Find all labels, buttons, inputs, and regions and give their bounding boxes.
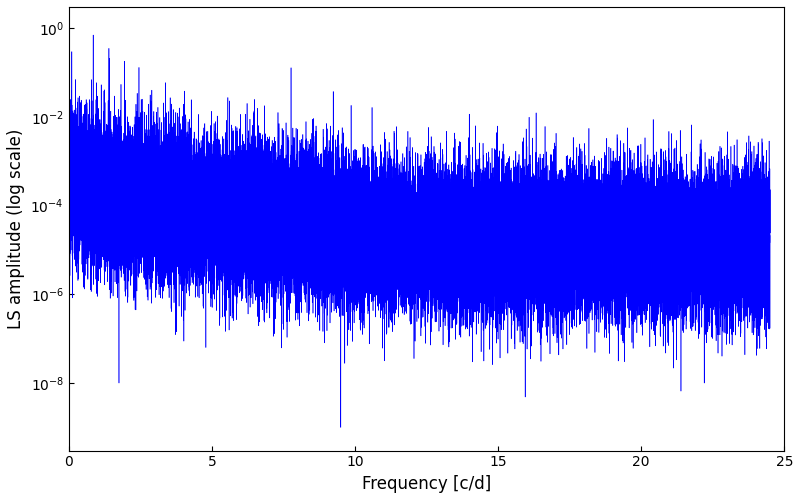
Y-axis label: LS amplitude (log scale): LS amplitude (log scale)	[7, 128, 25, 329]
X-axis label: Frequency [c/d]: Frequency [c/d]	[362, 475, 491, 493]
